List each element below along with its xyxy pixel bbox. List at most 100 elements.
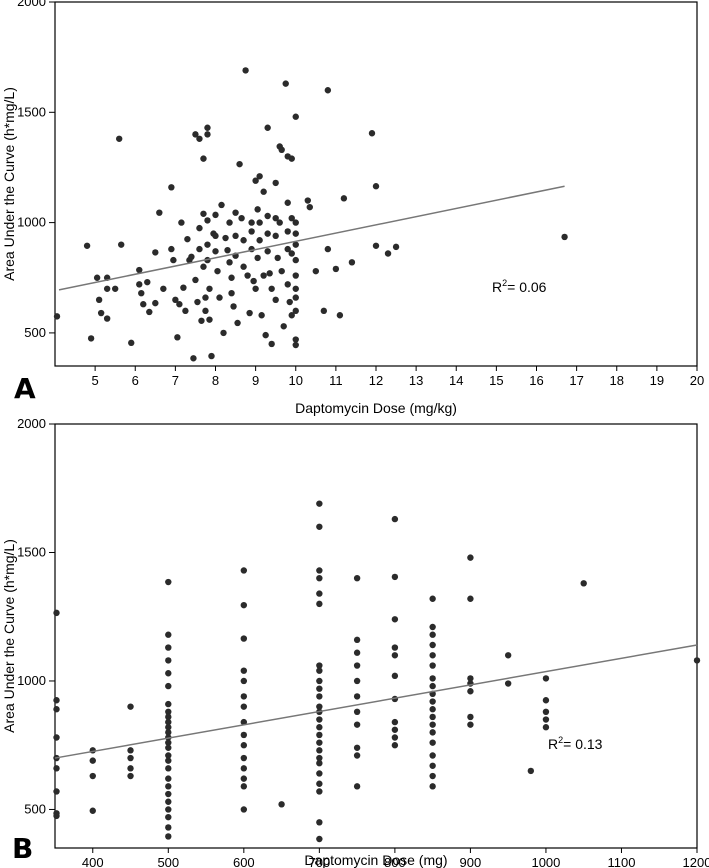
data-point <box>53 313 61 320</box>
data-point <box>353 662 361 669</box>
data-point <box>194 298 201 306</box>
data-point <box>292 272 299 279</box>
data-point <box>348 259 356 266</box>
data-point <box>127 754 134 762</box>
data-point <box>467 554 474 561</box>
data-point <box>222 234 229 242</box>
data-point <box>256 219 263 226</box>
data-point <box>53 765 60 772</box>
x-tick-label: 12 <box>369 373 383 388</box>
data-point <box>467 595 474 602</box>
data-point <box>180 284 187 291</box>
data-point <box>89 807 96 814</box>
data-point <box>53 788 60 795</box>
data-point <box>160 285 167 292</box>
data-point <box>272 232 279 240</box>
data-point <box>240 806 248 813</box>
data-point <box>429 706 436 713</box>
data-point <box>232 209 239 216</box>
data-point <box>324 87 332 94</box>
data-point <box>220 329 227 337</box>
data-point <box>467 713 474 721</box>
panel-letter-b: B <box>12 832 33 865</box>
data-point <box>336 312 344 319</box>
data-point <box>192 276 199 284</box>
data-point <box>53 706 60 713</box>
data-point <box>127 703 134 710</box>
data-point <box>53 697 60 704</box>
data-point <box>316 667 323 674</box>
data-point <box>254 206 261 213</box>
data-point <box>236 160 243 168</box>
data-point <box>172 296 179 304</box>
data-point <box>316 500 323 507</box>
x-axis-title-a: Daptomycin Dose (mg/kg) <box>295 400 457 416</box>
data-point <box>165 752 172 759</box>
data-point <box>429 631 436 638</box>
data-point <box>165 700 172 708</box>
data-point <box>353 744 361 751</box>
data-point <box>165 724 172 731</box>
data-point <box>182 307 189 315</box>
panel-letter-a: A <box>14 372 36 405</box>
data-point <box>228 290 235 297</box>
data-point <box>316 693 323 700</box>
data-point <box>206 285 213 292</box>
data-point <box>140 301 147 308</box>
data-point <box>280 323 287 330</box>
data-point <box>467 721 474 728</box>
data-point <box>103 285 111 292</box>
data-point <box>353 708 361 716</box>
data-point <box>312 267 320 275</box>
data-point <box>83 242 91 249</box>
data-point <box>286 298 293 306</box>
data-point <box>272 296 279 304</box>
data-point <box>240 567 248 574</box>
data-point <box>146 308 153 316</box>
data-point <box>240 703 248 710</box>
data-point <box>284 199 291 206</box>
y-tick-label: 2000 <box>17 416 46 431</box>
data-point <box>527 767 535 775</box>
data-point <box>178 219 185 226</box>
points-b <box>53 500 701 843</box>
data-point <box>240 263 247 270</box>
data-point <box>372 183 380 190</box>
data-point <box>258 312 265 319</box>
data-point <box>368 130 376 137</box>
r2-value-b: = 0.13 <box>563 736 603 752</box>
data-point <box>292 256 299 264</box>
data-point <box>278 146 285 154</box>
y-tick-label: 2000 <box>17 0 46 9</box>
data-point <box>429 762 436 769</box>
data-point <box>240 731 248 739</box>
data-point <box>353 649 361 656</box>
x-tick-label: 18 <box>610 373 624 388</box>
data-point <box>212 232 219 240</box>
data-point <box>165 833 172 840</box>
data-point <box>127 765 134 772</box>
data-point <box>238 214 245 222</box>
data-point <box>264 212 271 220</box>
data-point <box>292 219 299 226</box>
data-point <box>111 285 119 292</box>
data-point <box>316 600 323 608</box>
data-point <box>292 341 299 349</box>
data-point <box>196 224 203 232</box>
x-tick-label: 5 <box>92 373 99 388</box>
data-point <box>284 281 291 288</box>
data-point <box>316 677 323 685</box>
x-tick-label: 10 <box>289 373 303 388</box>
data-point <box>152 249 159 256</box>
data-point <box>353 721 361 728</box>
data-point <box>320 307 328 315</box>
data-point <box>262 331 269 339</box>
data-point <box>429 595 436 602</box>
data-point <box>165 644 172 651</box>
data-point <box>250 277 257 285</box>
data-point <box>188 253 195 260</box>
data-point <box>165 775 172 782</box>
y-axis-title-a: Area Under the Curve (h*mg/L) <box>1 87 17 281</box>
data-point <box>392 243 400 251</box>
data-point <box>391 515 399 523</box>
